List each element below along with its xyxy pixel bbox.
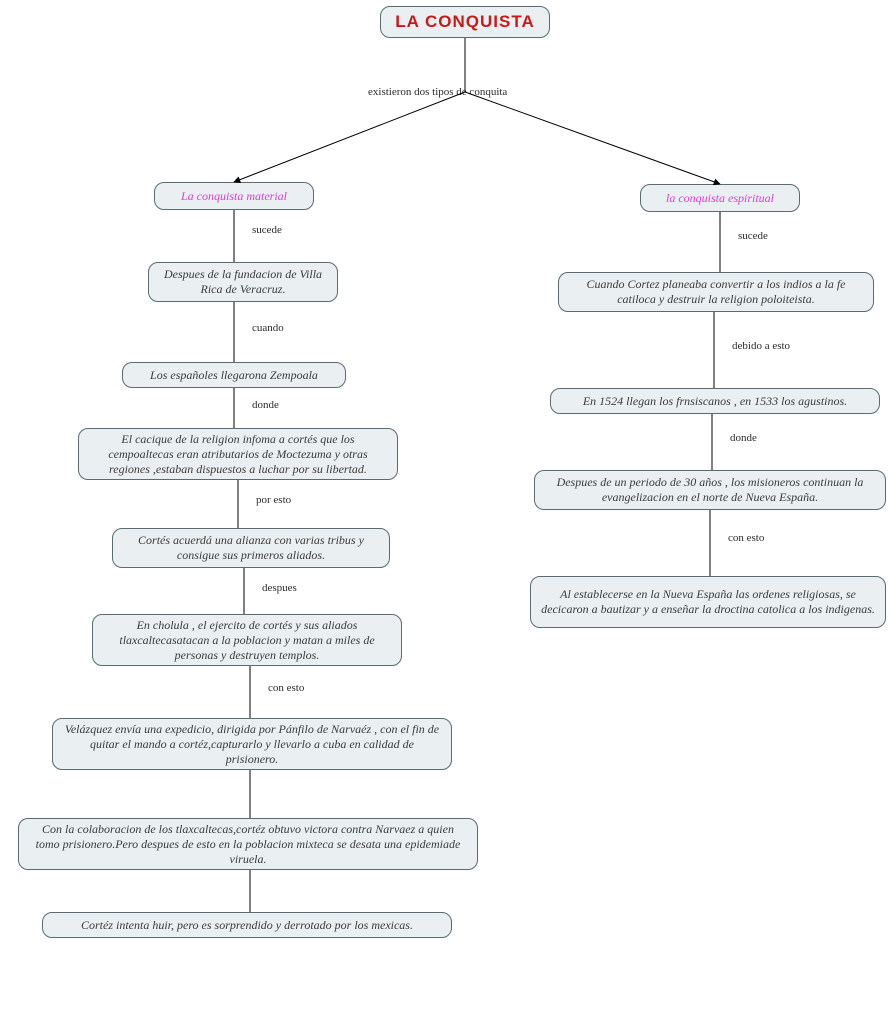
title-node: LA CONQUISTA [380, 6, 550, 38]
left-node-0-text: Despues de la fundacion de Villa Rica de… [159, 267, 327, 297]
edge-label: debido a esto [732, 340, 790, 352]
edge-label: por esto [256, 494, 291, 506]
left-node-5: Velázquez envía una expedicio, dirigida … [52, 718, 452, 770]
left-node-1: Los españoles llegarona Zempoala [122, 362, 346, 388]
edge-label: sucede [738, 230, 768, 242]
left-node-3-text: Cortés acuerdá una alianza con varias tr… [123, 533, 379, 563]
right-node-3-text: Al establecerse en la Nueva España las o… [541, 587, 875, 617]
left-node-0: Despues de la fundacion de Villa Rica de… [148, 262, 338, 302]
right-node-2: Despues de un periodo de 30 años , los m… [534, 470, 886, 510]
branch-material-node: La conquista material [154, 182, 314, 210]
edge-label: cuando [252, 322, 284, 334]
right-node-0-text: Cuando Cortez planeaba convertir a los i… [569, 277, 863, 307]
left-node-6: Con la colaboracion de los tlaxcaltecas,… [18, 818, 478, 870]
left-node-6-text: Con la colaboracion de los tlaxcaltecas,… [29, 822, 467, 867]
right-node-2-text: Despues de un periodo de 30 años , los m… [545, 475, 875, 505]
branch-espiritual-label: la conquista espiritual [666, 191, 774, 206]
edges-layer [0, 0, 892, 1024]
left-node-7-text: Cortéz intenta huir, pero es sorprendido… [81, 918, 413, 933]
right-node-3: Al establecerse en la Nueva España las o… [530, 576, 886, 628]
right-node-0: Cuando Cortez planeaba convertir a los i… [558, 272, 874, 312]
edge-label: con esto [728, 532, 764, 544]
branch-material-label: La conquista material [181, 189, 287, 204]
root-edge-label: existieron dos tipos de conquita [368, 86, 507, 98]
edge-label: con esto [268, 682, 304, 694]
edge-label: sucede [252, 224, 282, 236]
left-node-2: El cacique de la religion infoma a corté… [78, 428, 398, 480]
left-node-4: En cholula , el ejercito de cortés y sus… [92, 614, 402, 666]
branch-espiritual-node: la conquista espiritual [640, 184, 800, 212]
left-node-5-text: Velázquez envía una expedicio, dirigida … [63, 722, 441, 767]
left-node-7: Cortéz intenta huir, pero es sorprendido… [42, 912, 452, 938]
right-node-1-text: En 1524 llegan los frnsiscanos , en 1533… [583, 394, 847, 409]
left-node-3: Cortés acuerdá una alianza con varias tr… [112, 528, 390, 568]
edge-label: donde [252, 399, 279, 411]
edge-label: donde [730, 432, 757, 444]
left-node-4-text: En cholula , el ejercito de cortés y sus… [103, 618, 391, 663]
concept-map-canvas: LA CONQUISTA La conquista material la co… [0, 0, 892, 1024]
left-node-2-text: El cacique de la religion infoma a corté… [89, 432, 387, 477]
title-text: LA CONQUISTA [395, 11, 535, 32]
left-node-1-text: Los españoles llegarona Zempoala [150, 368, 318, 383]
edge-label: despues [262, 582, 297, 594]
right-node-1: En 1524 llegan los frnsiscanos , en 1533… [550, 388, 880, 414]
